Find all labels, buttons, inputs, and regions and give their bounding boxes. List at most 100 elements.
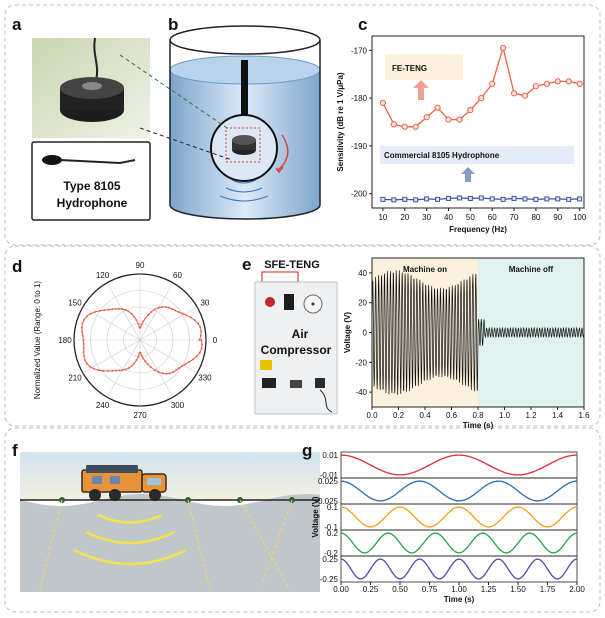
chart-d-point: [195, 355, 198, 358]
chart-g-ytick-label: 0.2: [327, 529, 339, 538]
chart-d-point: [117, 307, 120, 310]
chart-d-point: [89, 312, 92, 315]
panel-letter-g: g: [302, 441, 312, 460]
chart-c-point: [467, 195, 473, 201]
chart-g-xlabel: Time (s): [444, 595, 475, 604]
chart-e-xlabel: Time (s): [463, 421, 494, 430]
chart-c-ytick-label: -190: [351, 142, 368, 151]
chart-d-point: [181, 312, 184, 315]
chart-c-legend-box-2: [380, 146, 574, 164]
chart-d-point: [82, 350, 85, 353]
chart-d-point: [142, 357, 145, 360]
panel-letter-b: b: [168, 15, 178, 34]
chart-d-point: [81, 322, 84, 325]
chart-d-point: [144, 360, 147, 363]
chart-g-ylabel: Voltage (V): [311, 496, 320, 538]
chart-d-angle-label: 270: [133, 411, 147, 420]
chart-d-point: [81, 330, 84, 333]
chart-d-angle-label: 90: [136, 261, 145, 270]
chart-c-point: [412, 123, 419, 130]
chart-c-xtick-label: 60: [488, 213, 497, 222]
chart-c-point: [379, 99, 387, 106]
chart-c-xlabel: Frequency (Hz): [449, 225, 507, 234]
hydrophone-label-line1: Type 8105: [63, 179, 120, 193]
rock-stratum: [20, 494, 320, 592]
chart-g-ytick-label: 0.025: [318, 477, 339, 486]
chart-d-spoke: [139, 339, 174, 398]
chart-d-point: [92, 367, 95, 370]
chart-d-point: [180, 365, 183, 368]
chart-e-ytick-label: 40: [358, 269, 367, 278]
chart-c-xtick-label: 10: [378, 213, 387, 222]
chart-c-point: [543, 80, 550, 87]
chart-e-xtick-label: 0.0: [366, 411, 378, 420]
chart-g-xtick-label: 1.50: [510, 585, 526, 594]
chart-c-point: [423, 114, 430, 121]
chart-d-point: [115, 369, 118, 372]
chart-c-point: [391, 197, 397, 203]
chart-c-point: [566, 196, 572, 202]
chart-c-xtick-label: 90: [553, 213, 562, 222]
chart-g-ytick-label: 0.25: [322, 555, 338, 564]
chart-d-point: [193, 319, 196, 322]
chart-c-point: [435, 196, 441, 202]
machine-label-line1: Air: [292, 327, 309, 341]
frame-middle: [4, 245, 601, 427]
chart-c-point: [478, 195, 484, 201]
chart-d-point: [199, 326, 202, 329]
chart-d-point: [106, 369, 109, 372]
chart-c-point: [577, 196, 583, 202]
chart-d-point: [88, 365, 91, 368]
chart-d-point: [82, 342, 85, 345]
chart-d-point: [200, 347, 203, 350]
chart-c-point: [533, 196, 539, 202]
chart-d-point: [199, 334, 202, 337]
chart-e-xtick-label: 0.8: [472, 411, 484, 420]
chart-d-angle-label: 60: [173, 271, 182, 280]
chart-c-xtick-label: 70: [510, 213, 519, 222]
chart-d-angle-label: 240: [96, 401, 110, 410]
chart-c-point: [522, 196, 528, 202]
chart-c-legend-text-2: Commercial 8105 Hydrophone: [384, 151, 500, 160]
chart-c-xtick-label: 20: [400, 213, 409, 222]
chart-d-point: [80, 326, 83, 329]
chart-d-point: [85, 362, 88, 365]
panel-a-photo: [32, 37, 150, 138]
chart-d-point: [150, 310, 153, 313]
chart-d-point: [150, 366, 153, 369]
chart-d-point: [83, 359, 86, 362]
panel-e-machine: SFE-TENG Air Compressor: [254, 259, 338, 415]
chart-d-point: [177, 367, 180, 370]
chart-d-point: [201, 343, 204, 346]
chart-d-spoke: [106, 339, 141, 398]
chart-d-point: [144, 317, 147, 320]
chart-d-point: [146, 363, 149, 366]
panel-a-hydrophone-box: Type 8105 Hydrophone: [31, 141, 151, 221]
panel-letter-d: d: [12, 257, 22, 276]
chart-g-series-line-2: [340, 480, 578, 502]
chart-d-point: [142, 320, 145, 323]
chart-c-xtick-label: 80: [531, 213, 540, 222]
chart-c-point: [445, 116, 452, 123]
chart-e-ytick-label: -20: [355, 358, 367, 367]
chart-g-xtick-label: 1.00: [451, 585, 467, 594]
chart-d-ylabel: Normalized Value (Range: 0 to 1): [33, 281, 42, 399]
chart-g-xtick-label: 0.75: [422, 585, 438, 594]
chart-d-point: [130, 312, 133, 315]
chart-g-xtick-label: 0.25: [363, 585, 379, 594]
chart-d-point: [140, 323, 143, 326]
chart-c-ytick-label: -180: [351, 94, 368, 103]
chart-d-point: [185, 314, 188, 317]
chart-c-point: [511, 195, 517, 201]
chart-d-angle-label: 120: [96, 271, 110, 280]
chart-c-point: [478, 95, 485, 102]
chart-d-point: [133, 315, 136, 318]
chart-d-point: [161, 372, 164, 375]
chart-c-point: [456, 116, 463, 123]
chart-d-point: [102, 369, 105, 372]
chart-d-point: [82, 355, 85, 358]
chart-d-point: [189, 316, 192, 319]
chart-d-point: [198, 339, 201, 341]
chart-c-point: [555, 196, 561, 202]
chart-c-point: [434, 104, 441, 111]
